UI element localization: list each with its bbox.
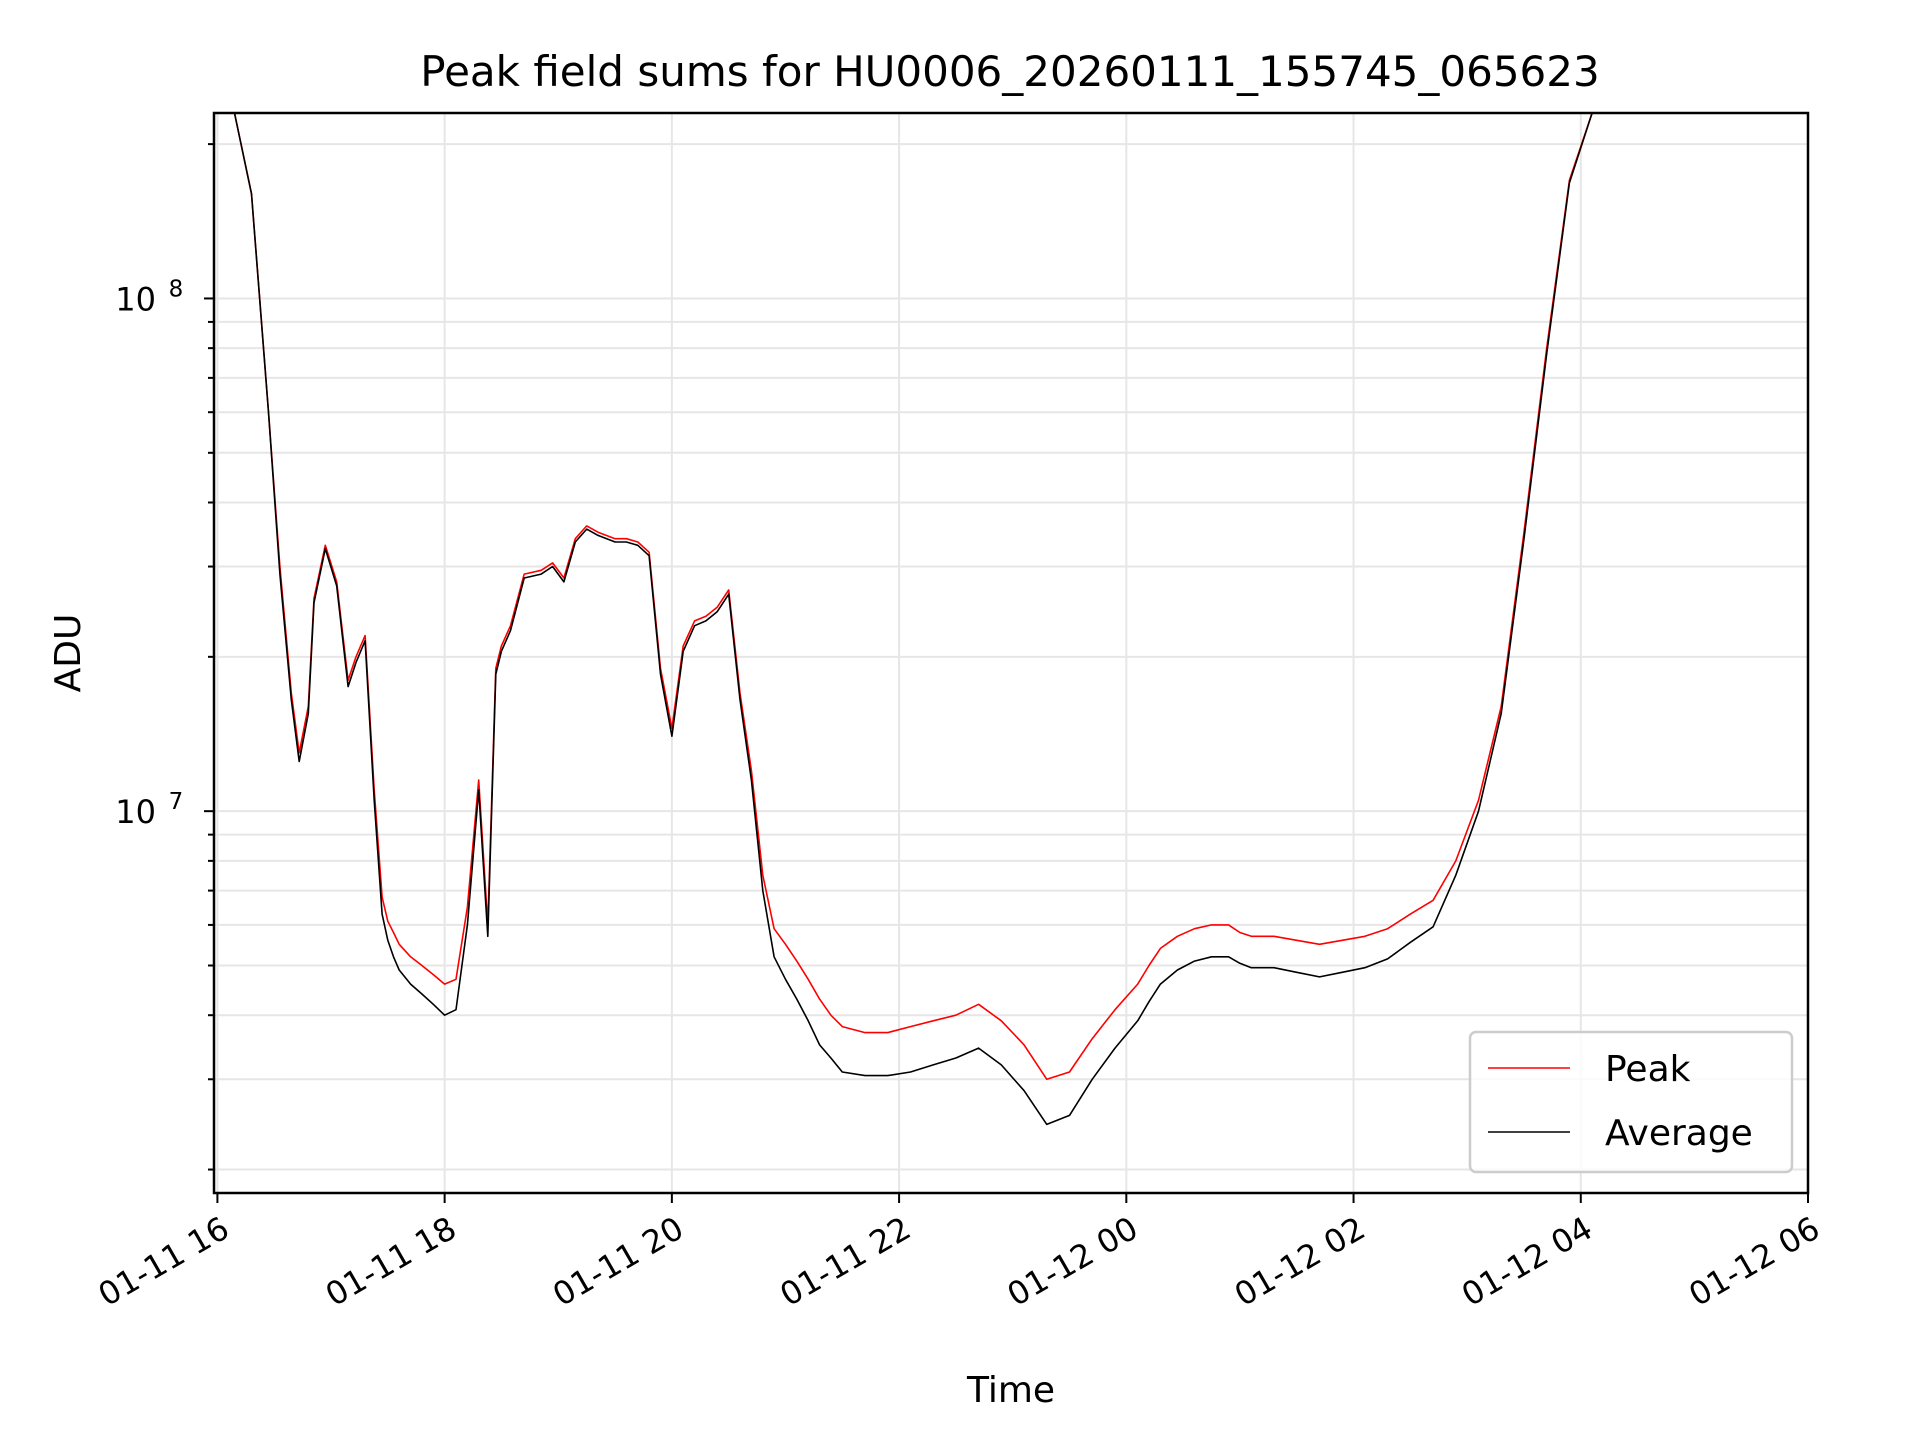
y-axis: 10 7 10 8 <box>115 143 214 1171</box>
series-line-average <box>233 113 1789 1126</box>
legend-box <box>1468 1030 1794 1174</box>
plot-series <box>233 113 1789 1126</box>
x-axis-label: Time <box>966 1370 1055 1411</box>
y-axis-label: ADU <box>48 614 89 693</box>
y-tick-label-base: 10 <box>115 793 156 831</box>
plot-frame <box>212 111 1810 1195</box>
chart-title: Peak field sums for HU0006_20260111_1557… <box>420 47 1599 96</box>
series-line-peak <box>233 113 1789 1081</box>
y-tick-label: 10 <box>115 280 156 318</box>
legend-label-average: Average <box>1605 1113 1753 1154</box>
y-tick-label: 10 <box>115 793 156 831</box>
legend-label-peak: Peak <box>1605 1049 1691 1090</box>
legend: Peak Average <box>1468 1030 1794 1174</box>
y-tick-label-exponent: 7 <box>169 789 184 815</box>
y-tick-label-exponent: 8 <box>169 276 184 302</box>
y-tick-label-base: 10 <box>115 280 156 318</box>
